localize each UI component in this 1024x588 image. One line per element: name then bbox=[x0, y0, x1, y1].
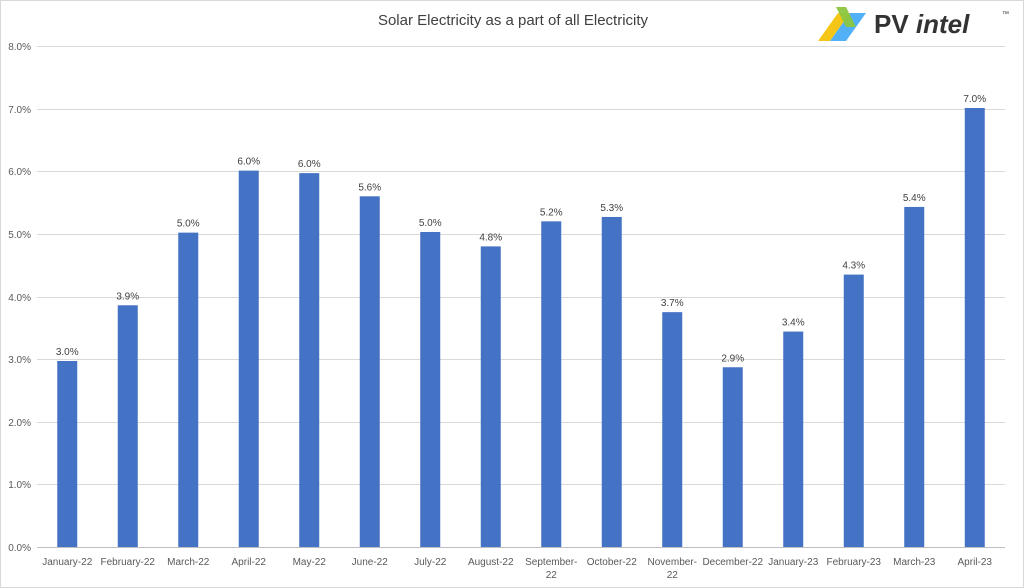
data-label: 4.8% bbox=[479, 232, 502, 243]
bar bbox=[601, 216, 622, 547]
bar bbox=[783, 331, 804, 547]
x-tick-label: September-22 bbox=[525, 557, 577, 581]
y-tick-label: 5.0% bbox=[8, 230, 31, 241]
data-label: 3.0% bbox=[56, 347, 79, 358]
data-label: 3.7% bbox=[661, 298, 684, 309]
data-label: 3.4% bbox=[782, 318, 805, 329]
bar bbox=[964, 107, 985, 547]
data-labels: 3.0% 3.9% 5.0% 6.0% 6.0% 5.6% 5.0% 4.8% 5.2% 5.3%… bbox=[56, 94, 986, 364]
data-label: 5.3% bbox=[600, 203, 623, 214]
bar bbox=[662, 312, 683, 547]
data-label: 5.2% bbox=[540, 207, 563, 218]
bar bbox=[843, 274, 864, 547]
x-tick-label: February-23 bbox=[827, 557, 882, 568]
x-tick-label: February-22 bbox=[101, 557, 156, 568]
y-tick-label: 8.0% bbox=[8, 42, 31, 53]
x-tick-label: January-23 bbox=[768, 557, 818, 568]
x-tick-label: November-22 bbox=[648, 557, 697, 581]
logo-brand-pv: PV bbox=[874, 9, 909, 39]
y-tick-label: 0.0% bbox=[8, 543, 31, 554]
y-tick-label: 1.0% bbox=[8, 480, 31, 491]
bar bbox=[299, 173, 320, 547]
bar bbox=[904, 206, 925, 548]
bar bbox=[117, 305, 138, 547]
data-label: 7.0% bbox=[963, 94, 986, 105]
logo-brand-intel: intel bbox=[915, 9, 970, 39]
x-tick-label: March-22 bbox=[167, 557, 210, 568]
x-tick-label: April-23 bbox=[958, 557, 993, 568]
data-label: 5.0% bbox=[419, 218, 442, 229]
x-axis-ticks: January-22 February-22 March-22 April-22 May… bbox=[42, 557, 992, 581]
data-label: 5.6% bbox=[358, 182, 381, 193]
bar bbox=[57, 361, 78, 547]
bar bbox=[238, 170, 259, 547]
x-tick-label: December-22 bbox=[702, 557, 763, 568]
data-label: 4.3% bbox=[842, 261, 865, 272]
logo-trademark: ™ bbox=[1002, 11, 1009, 18]
bars bbox=[57, 107, 985, 548]
data-label: 2.9% bbox=[721, 353, 744, 364]
y-tick-label: 2.0% bbox=[8, 418, 31, 429]
y-tick-label: 3.0% bbox=[8, 355, 31, 366]
data-label: 6.0% bbox=[237, 157, 260, 168]
data-label: 5.0% bbox=[177, 219, 200, 230]
bar bbox=[420, 231, 441, 547]
logo-yellow-shard bbox=[818, 13, 850, 41]
x-tick-label: April-22 bbox=[232, 557, 267, 568]
y-tick-label: 7.0% bbox=[8, 105, 31, 116]
logo-mark-icon bbox=[818, 7, 866, 41]
x-tick-label: January-22 bbox=[42, 557, 92, 568]
gridlines bbox=[37, 46, 1005, 548]
bar bbox=[480, 246, 501, 547]
x-tick-label: March-23 bbox=[893, 557, 936, 568]
y-tick-label: 6.0% bbox=[8, 167, 31, 178]
x-tick-label: July-22 bbox=[414, 557, 447, 568]
bar bbox=[722, 367, 743, 547]
x-tick-label: August-22 bbox=[468, 557, 514, 568]
data-label: 5.4% bbox=[903, 193, 926, 204]
bar bbox=[178, 232, 199, 547]
data-label: 3.9% bbox=[116, 291, 139, 302]
x-tick-label: October-22 bbox=[587, 557, 637, 568]
bar bbox=[359, 196, 380, 548]
logo-green-shard bbox=[836, 7, 856, 27]
x-tick-label: May-22 bbox=[293, 557, 327, 568]
bar bbox=[541, 221, 562, 547]
pv-intel-logo: PV intel ™ bbox=[816, 5, 1016, 45]
x-tick-label: June-22 bbox=[352, 557, 389, 568]
y-tick-label: 4.0% bbox=[8, 293, 31, 304]
y-axis-ticks: 0.0% 1.0% 2.0% 3.0% 4.0% 5.0% 6.0% 7.0% 8.0% bbox=[8, 42, 31, 554]
logo-wordmark: PV intel bbox=[874, 9, 969, 40]
chart-title: Solar Electricity as a part of all Elect… bbox=[377, 12, 649, 29]
data-label: 6.0% bbox=[298, 159, 321, 170]
